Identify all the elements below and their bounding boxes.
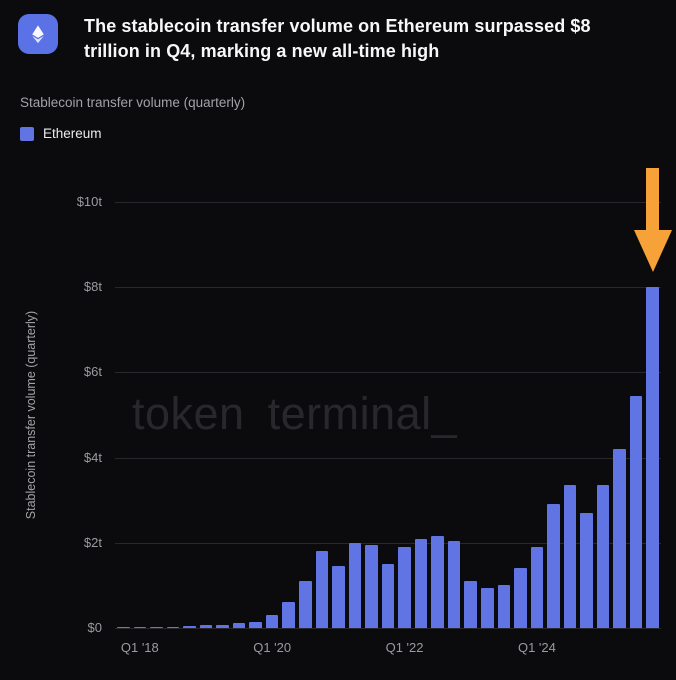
- bar-q323: [497, 585, 511, 628]
- bar-q324: [563, 485, 577, 628]
- arrow-head-icon: [633, 230, 672, 272]
- gridline: [115, 202, 661, 203]
- bar-q220: [282, 602, 295, 628]
- bar-q424: [580, 512, 593, 628]
- arrow-shaft: [646, 168, 660, 230]
- legend: Ethereum: [20, 126, 102, 141]
- y-axis-labels: $0 $2t $4t $6t $8t $10t: [30, 194, 102, 635]
- x-tick-label: Q1 '24: [517, 640, 556, 655]
- bar-q219: [216, 624, 229, 628]
- bar-q224: [547, 504, 560, 628]
- bar-q221: [348, 542, 362, 628]
- bar-q118: [133, 627, 147, 628]
- x-tick-label: Q1 '22: [385, 640, 424, 655]
- y-tick-label: $6t: [83, 364, 102, 380]
- bar-q421: [381, 564, 395, 628]
- legend-swatch-ethereum: [20, 126, 34, 141]
- bar-q425: [646, 287, 659, 628]
- bar-q119: [199, 625, 213, 628]
- bar-q222: [414, 538, 428, 628]
- gridline: [115, 628, 661, 629]
- plot-area: [115, 202, 661, 629]
- bar-q225: [613, 449, 626, 628]
- bar-q319: [232, 622, 246, 628]
- y-tick-label: $8t: [83, 279, 102, 295]
- bar-q420: [315, 551, 329, 628]
- bar-q322: [431, 536, 444, 628]
- bar-q223: [481, 587, 494, 628]
- bar-q325: [629, 395, 643, 628]
- bar-q419: [249, 621, 262, 628]
- x-tick-label: Q1 '18: [120, 640, 159, 655]
- bar-q423: [514, 568, 527, 628]
- bar-q321: [365, 544, 378, 628]
- y-tick-label: $0: [87, 620, 102, 635]
- gridline: [115, 542, 661, 544]
- legend-label-ethereum: Ethereum: [43, 126, 102, 141]
- bar-q123: [464, 581, 477, 628]
- bar-q418: [183, 626, 196, 628]
- bar-q218: [150, 627, 163, 628]
- ethereum-glyph: [32, 25, 44, 44]
- x-axis-labels: Q1 '18 Q1 '20 Q1 '22 Q1 '24: [115, 640, 661, 660]
- headline: The stablecoin transfer volume on Ethere…: [84, 16, 591, 61]
- y-tick-label: $10t: [76, 194, 102, 209]
- gridline: [115, 372, 661, 374]
- bar-q120: [265, 615, 279, 628]
- bar-q125: [596, 485, 610, 628]
- ethereum-icon: [18, 14, 58, 54]
- down-arrow-annotation: [633, 168, 672, 272]
- bar-q417: [117, 627, 130, 628]
- bar-q121: [332, 566, 345, 628]
- bar-q122: [398, 547, 411, 628]
- x-tick-label: Q1 '20: [253, 640, 292, 655]
- header: The stablecoin transfer volume on Ethere…: [18, 14, 604, 64]
- bar-q422: [447, 540, 461, 628]
- y-tick-label: $4t: [83, 449, 102, 465]
- chart-title: Stablecoin transfer volume (quarterly): [20, 95, 246, 110]
- gridline: [115, 457, 661, 459]
- y-tick-label: $2t: [83, 534, 102, 550]
- bar-q320: [299, 581, 312, 628]
- bar-q124: [530, 547, 544, 628]
- bar-q318: [166, 626, 180, 628]
- gridline: [115, 287, 661, 289]
- watermark: token terminal_: [132, 388, 458, 439]
